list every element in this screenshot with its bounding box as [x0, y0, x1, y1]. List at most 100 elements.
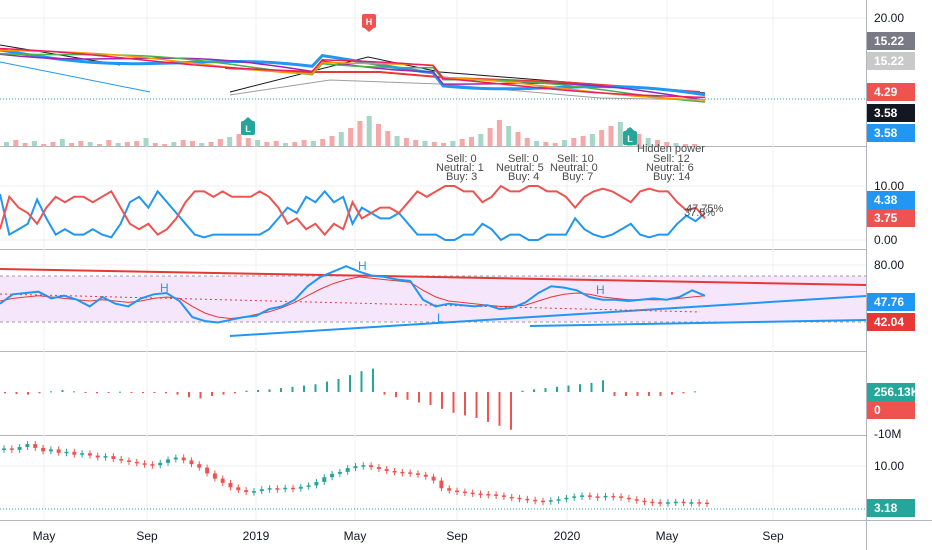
- candle-body: [259, 489, 264, 492]
- candle-pane: 10.00 3.18: [0, 441, 915, 517]
- volume-bar: [357, 121, 363, 146]
- histogram-bar: [130, 392, 133, 393]
- volume-bar: [366, 116, 372, 146]
- pattern-label: L: [437, 311, 444, 325]
- candle-body: [564, 497, 569, 500]
- signals-pane: Sell: 0 Neutral: 1 Buy: 3 Sell: 0 Neutra…: [0, 143, 915, 247]
- candle-body: [72, 451, 77, 455]
- marker-arrow: [623, 127, 637, 133]
- volume-bar: [338, 132, 344, 146]
- candle-body: [556, 499, 561, 501]
- histogram-bar: [188, 392, 190, 398]
- volume-bar: [664, 142, 670, 146]
- volume-bar: [376, 124, 381, 146]
- rsi-pane: H H H L 80.00 47.76 42.04: [0, 258, 915, 337]
- candle-body: [173, 457, 178, 460]
- volume-bar: [13, 140, 19, 146]
- histogram-bar: [521, 390, 524, 392]
- volume-bar: [115, 143, 121, 146]
- histogram-bar: [533, 389, 535, 392]
- volume-bar: [22, 143, 28, 146]
- volume-bar: [143, 138, 149, 146]
- volume-bar: [552, 143, 558, 146]
- histogram-bar: [648, 392, 650, 396]
- time-label: 2020: [554, 529, 581, 543]
- histogram-bar: [659, 392, 662, 396]
- candle-body: [548, 500, 553, 502]
- histogram-bar: [326, 381, 328, 392]
- time-label: May: [33, 529, 56, 543]
- pattern-label: H: [358, 259, 367, 273]
- candle-body: [580, 495, 584, 497]
- signal-sell: Sell: 0: [446, 153, 477, 165]
- marker-label: L: [627, 134, 633, 144]
- volume-bar: [422, 141, 428, 146]
- candle-body: [595, 496, 600, 498]
- time-label: 2019: [243, 529, 270, 543]
- candle-body: [291, 487, 295, 490]
- candle-body: [423, 474, 428, 477]
- candle-body: [626, 497, 631, 500]
- volume-bar: [348, 128, 354, 146]
- signals-tags: 4.38 3.75: [867, 191, 915, 227]
- volume-bar: [134, 141, 140, 146]
- marker-up-1: L: [241, 117, 255, 135]
- price-tag-label: 256.13K: [874, 385, 920, 399]
- volume-bar: [403, 138, 409, 146]
- candle-body: [205, 467, 210, 474]
- marker-label: L: [245, 124, 251, 134]
- volume-bar: [236, 134, 242, 146]
- candle-body: [525, 498, 530, 501]
- candle-body: [455, 490, 459, 493]
- histogram-bar: [222, 392, 225, 395]
- candle-body: [95, 455, 100, 458]
- candle-body: [447, 488, 452, 491]
- candle-body: [494, 494, 499, 496]
- price-tag-label: 15.22: [874, 34, 904, 48]
- volume-bar: [152, 143, 158, 146]
- candle-body: [228, 483, 233, 488]
- hidden-power-label: Hidden power: [637, 143, 705, 155]
- candle-body: [533, 499, 538, 502]
- marker-box: [623, 131, 637, 145]
- volume-bar: [59, 139, 65, 146]
- candle-body: [236, 487, 241, 491]
- volume-bar: [655, 140, 660, 146]
- rsi-lines: [0, 265, 706, 324]
- histogram-bar: [4, 392, 6, 394]
- rsi-tags: 47.76 42.04: [867, 293, 915, 331]
- candle-body: [431, 476, 436, 481]
- candle-body: [369, 465, 374, 468]
- volume-bar: [431, 142, 437, 146]
- candle-body: [650, 501, 655, 504]
- price-tag-box: [867, 499, 915, 517]
- volume-bar: [459, 139, 465, 146]
- histogram-bar: [176, 392, 179, 395]
- signal-sell: Sell: 12: [653, 153, 690, 165]
- volume-bar: [524, 138, 530, 146]
- volume-bar: [589, 134, 595, 146]
- candles: [2, 441, 709, 508]
- signal-neutral: Neutral: 1: [436, 162, 484, 174]
- volume-bar: [310, 141, 316, 146]
- volume-bar: [180, 140, 186, 146]
- histogram-pane: -10M 256.13K 0: [4, 368, 920, 441]
- histogram-bar: [268, 389, 271, 392]
- histogram-bar: [682, 392, 685, 394]
- signal-buy: Buy: 3: [446, 171, 477, 183]
- candle-body: [189, 460, 194, 465]
- price-tags: 15.22 15.22 4.29 3.58 3.58: [867, 32, 915, 142]
- volume-bar: [292, 142, 298, 146]
- candle-body: [127, 460, 131, 462]
- histogram-bar: [498, 392, 501, 426]
- time-label: Sep: [446, 529, 468, 543]
- price-pane: L L H 20.00 15.22 15.22 4.29 3.58 3.58: [0, 11, 915, 146]
- marker-box: [362, 14, 376, 28]
- price-tag-box: [867, 401, 915, 419]
- histogram-tags: 256.13K 0: [867, 383, 920, 419]
- histogram-bar: [96, 392, 98, 394]
- signal-buy: Buy: 14: [653, 171, 690, 183]
- candle-body: [673, 501, 678, 504]
- volume-bar: [645, 138, 651, 146]
- candle-body: [501, 495, 506, 497]
